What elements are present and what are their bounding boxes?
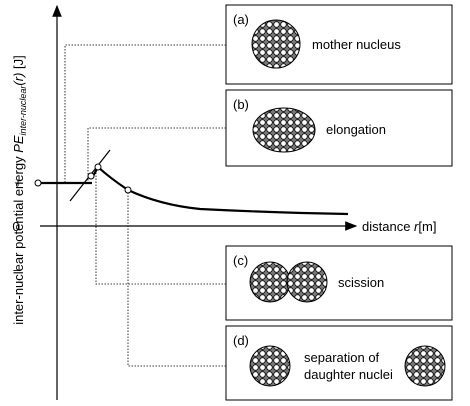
panel-caption: mother nucleus: [312, 37, 401, 52]
nucleus: [252, 107, 316, 153]
panel-caption: elongation: [326, 122, 386, 137]
tick-label: +: [14, 175, 22, 190]
tick-label: 0: [12, 219, 19, 234]
point: [87, 172, 95, 180]
leader: [95, 170, 226, 285]
x-axis-label: distance r[m]: [362, 219, 436, 234]
point: [124, 186, 132, 194]
panel-caption: separation of: [304, 350, 380, 365]
panel-label: (a): [233, 12, 249, 27]
panel: [225, 4, 453, 85]
panel-label: (b): [233, 97, 249, 112]
panel-caption: daughter nuclei: [304, 367, 393, 382]
nucleus: [404, 345, 446, 387]
tick-label: –: [13, 262, 21, 277]
nucleus: [286, 261, 328, 303]
panel-label: (c): [233, 253, 248, 268]
point: [94, 163, 102, 171]
nucleus: [249, 261, 291, 303]
panel-caption: scission: [338, 275, 384, 290]
curve: [91, 165, 349, 216]
leader: [64, 44, 226, 183]
leader: [87, 127, 226, 183]
leader: [127, 193, 226, 367]
point: [34, 179, 42, 187]
nucleus: [249, 345, 291, 387]
y-axis-label: inter-nuclear potential energy PEinter-n…: [11, 55, 28, 325]
panel-label: (d): [233, 333, 249, 348]
nucleus: [251, 19, 301, 69]
